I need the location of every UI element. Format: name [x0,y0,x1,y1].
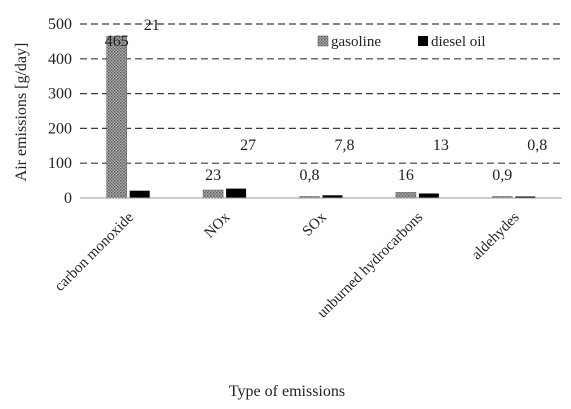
data-label-gasoline: 0,8 [300,167,320,184]
bar-gasoline [106,35,127,199]
data-labels: 465 21 23 27 0,8 7,8 16 13 0,9 0,8 [105,17,548,184]
y-tick-label: 0 [64,190,72,207]
data-label-gasoline: 16 [398,167,414,184]
bar-diesel-oil [226,188,247,198]
data-label-gasoline: 465 [105,33,129,50]
y-tick-label: 200 [48,120,72,137]
data-label-gasoline: 0,9 [492,167,512,184]
data-label-diesel-oil: 7,8 [335,137,355,154]
legend-swatch-diesel-oil [418,36,428,46]
x-tick-label: SOx [300,209,331,240]
legend-swatch-gasoline [317,35,329,47]
legend-label-gasoline: gasoline [331,34,381,50]
bar-diesel-oil [515,196,536,198]
bar-gasoline [395,192,417,199]
data-label-diesel-oil: 13 [433,137,449,154]
bars [106,35,536,199]
y-axis-title: Air emissions [g/day] [13,43,30,182]
x-axis-title: Type of emissions [229,383,345,400]
legend: gasoline diesel oil [317,34,486,50]
y-tick-label: 100 [48,155,72,172]
data-label-diesel-oil: 0,8 [527,137,547,154]
x-tick-label: unburned hydrocarbons [314,209,426,321]
x-tick-label: aldehydes [469,209,523,263]
y-tick-label: 500 [48,16,72,33]
bar-diesel-oil [322,195,343,198]
legend-label-diesel-oil: diesel oil [431,34,486,50]
x-tick-label: carbon monoxide [52,209,137,294]
bar-diesel-oil [418,193,439,198]
y-tick-label: 400 [48,51,72,68]
x-tick-label: NOx [201,209,233,241]
data-label-gasoline: 23 [205,167,221,184]
bar-diesel-oil [129,190,150,198]
gridlines [80,23,562,164]
data-label-diesel-oil: 27 [240,137,256,154]
data-label-diesel-oil: 21 [144,17,160,34]
bar-gasoline [202,189,224,199]
y-tick-label: 300 [48,86,72,103]
